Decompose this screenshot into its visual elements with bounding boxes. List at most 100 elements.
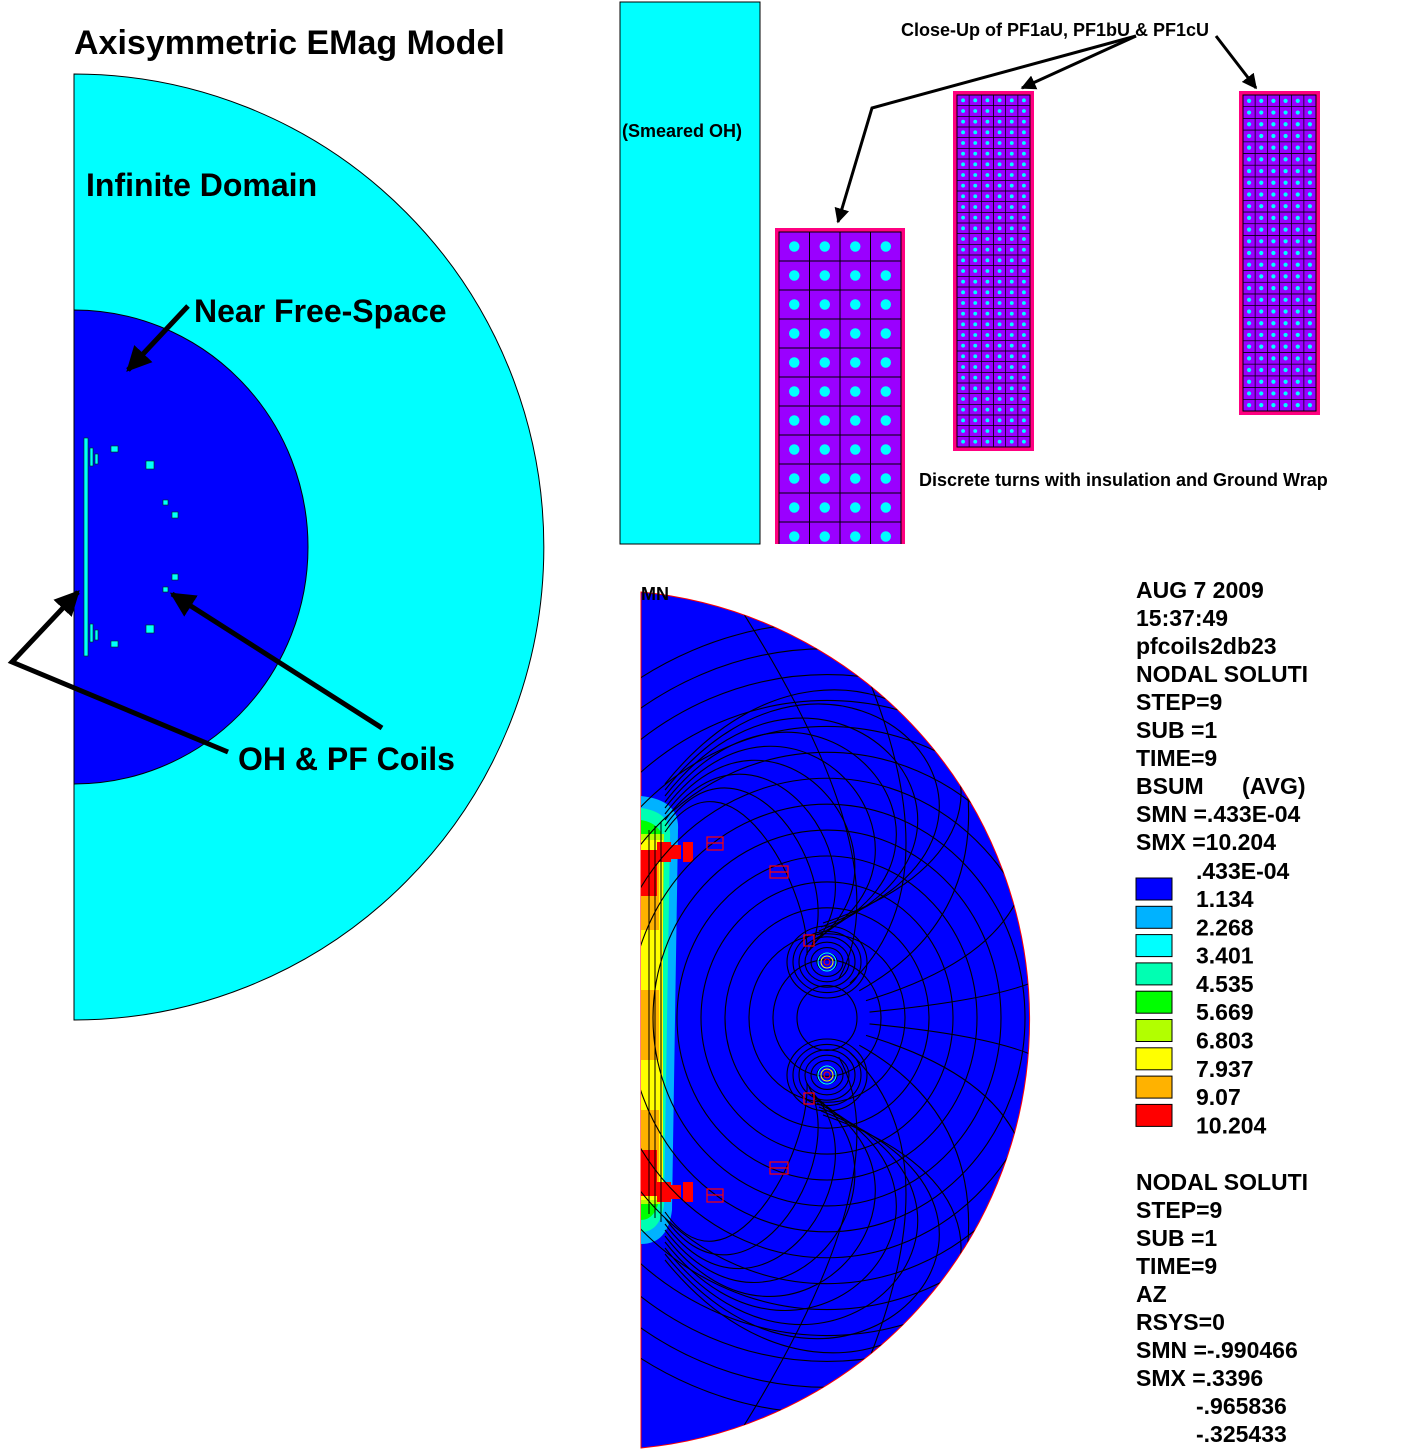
contour-line bbox=[664, 703, 940, 928]
coil-turn bbox=[810, 551, 841, 580]
turn-conductor bbox=[961, 237, 966, 241]
turn-conductor bbox=[973, 397, 978, 401]
turn-conductor bbox=[961, 375, 966, 380]
turn-conductor bbox=[985, 173, 990, 177]
turn-conductor bbox=[1246, 122, 1252, 127]
infinite-domain-label: Infinite Domain bbox=[86, 167, 317, 203]
turn-conductor bbox=[985, 247, 990, 252]
oh-coil bbox=[83, 437, 89, 657]
turn-conductor bbox=[973, 311, 978, 316]
infinite-domain-region bbox=[73, 73, 545, 1021]
turn-conductor bbox=[985, 130, 990, 135]
turn-conductor bbox=[850, 270, 861, 281]
turn-conductor bbox=[985, 301, 990, 305]
contour-line bbox=[849, 1052, 907, 1394]
turn-conductor bbox=[1259, 321, 1264, 326]
legend-swatch bbox=[1135, 905, 1173, 929]
ansys-step: STEP=9 bbox=[1136, 689, 1222, 715]
turn-conductor bbox=[1021, 141, 1026, 145]
turn-conductor bbox=[961, 215, 966, 220]
turn-conductor bbox=[997, 375, 1002, 380]
turn-conductor bbox=[1283, 168, 1288, 174]
turn-conductor bbox=[997, 109, 1002, 113]
coil-turn bbox=[1303, 398, 1317, 412]
turn-conductor bbox=[973, 407, 978, 412]
turn-conductor bbox=[961, 365, 966, 369]
ansys2-smn: SMN =-.990466 bbox=[1136, 1337, 1298, 1363]
turn-conductor bbox=[961, 354, 966, 359]
turn-conductor bbox=[1283, 367, 1288, 373]
turn-conductor bbox=[985, 407, 990, 412]
coil-pf1cu bbox=[1239, 91, 1320, 415]
turn-conductor bbox=[880, 386, 891, 397]
turn-conductor bbox=[850, 415, 861, 426]
turn-conductor bbox=[973, 194, 978, 199]
turn-conductor bbox=[1283, 227, 1288, 232]
turn-conductor bbox=[1009, 215, 1014, 220]
turn-conductor bbox=[1021, 237, 1026, 241]
legend-value: 2.268 bbox=[1196, 914, 1254, 940]
turn-conductor bbox=[1307, 356, 1313, 361]
turn-conductor bbox=[1259, 227, 1264, 232]
turn-conductor bbox=[985, 98, 990, 103]
turn-conductor bbox=[1295, 122, 1300, 127]
turn-conductor bbox=[789, 328, 800, 339]
turn-conductor bbox=[1009, 109, 1014, 113]
turn-conductor bbox=[997, 386, 1002, 391]
contour-line bbox=[664, 1102, 897, 1311]
turn-conductor bbox=[1021, 354, 1026, 359]
contour-line bbox=[664, 1094, 856, 1283]
turn-conductor bbox=[1283, 356, 1288, 361]
turn-conductor bbox=[819, 473, 830, 484]
turn-conductor bbox=[1246, 391, 1252, 396]
turn-conductor bbox=[1021, 162, 1026, 167]
coil-mark bbox=[110, 445, 119, 453]
turn-conductor bbox=[985, 354, 990, 359]
turn-conductor bbox=[1307, 367, 1313, 373]
turn-conductor bbox=[1021, 365, 1026, 369]
main-title: Axisymmetric EMag Model bbox=[74, 24, 505, 62]
turn-conductor bbox=[1009, 333, 1014, 337]
turn-conductor bbox=[1009, 226, 1014, 231]
turn-conductor bbox=[961, 386, 966, 391]
turn-conductor bbox=[1021, 407, 1026, 412]
legend-value: 6.803 bbox=[1196, 1028, 1254, 1054]
turn-conductor bbox=[1295, 204, 1300, 209]
closeup-title: Close-Up of PF1aU, PF1bU & PF1cU bbox=[901, 20, 1209, 40]
turn-conductor bbox=[1021, 130, 1026, 135]
turn-conductor bbox=[985, 365, 990, 369]
legend-swatch bbox=[1135, 1103, 1173, 1127]
turn-conductor bbox=[985, 237, 990, 241]
turn-conductor bbox=[1283, 309, 1288, 314]
turn-conductor bbox=[1021, 439, 1026, 444]
contour-line bbox=[734, 600, 858, 980]
turn-conductor bbox=[1009, 130, 1014, 135]
turn-conductor bbox=[973, 322, 978, 327]
coil-outline bbox=[803, 934, 815, 947]
turn-conductor bbox=[961, 205, 966, 209]
contour-loop bbox=[804, 941, 850, 983]
turn-conductor bbox=[1259, 297, 1264, 302]
turn-conductor bbox=[1246, 309, 1252, 314]
ansys-sub: SUB =1 bbox=[1136, 717, 1217, 743]
turn-conductor bbox=[997, 247, 1002, 252]
turn-conductor bbox=[1271, 332, 1276, 338]
contour-loop bbox=[798, 936, 856, 988]
turn-conductor bbox=[1271, 250, 1276, 256]
turn-conductor bbox=[1021, 343, 1026, 348]
turn-conductor bbox=[850, 357, 861, 368]
contour-loop bbox=[792, 1043, 862, 1107]
turn-conductor bbox=[1021, 109, 1026, 113]
turn-conductor bbox=[1271, 122, 1276, 127]
turn-conductor bbox=[1021, 205, 1026, 209]
turn-conductor bbox=[1259, 215, 1264, 220]
discrete-turns-label: Discrete turns with insulation and Groun… bbox=[919, 470, 1328, 490]
turn-conductor bbox=[850, 328, 861, 339]
turn-conductor bbox=[1021, 311, 1026, 316]
coil-rings bbox=[817, 952, 837, 1085]
turn-conductor bbox=[997, 429, 1002, 433]
turn-conductor bbox=[1246, 274, 1252, 279]
coil-turn bbox=[779, 551, 810, 580]
contour-line bbox=[869, 955, 1030, 1013]
turn-conductor bbox=[1307, 379, 1313, 384]
